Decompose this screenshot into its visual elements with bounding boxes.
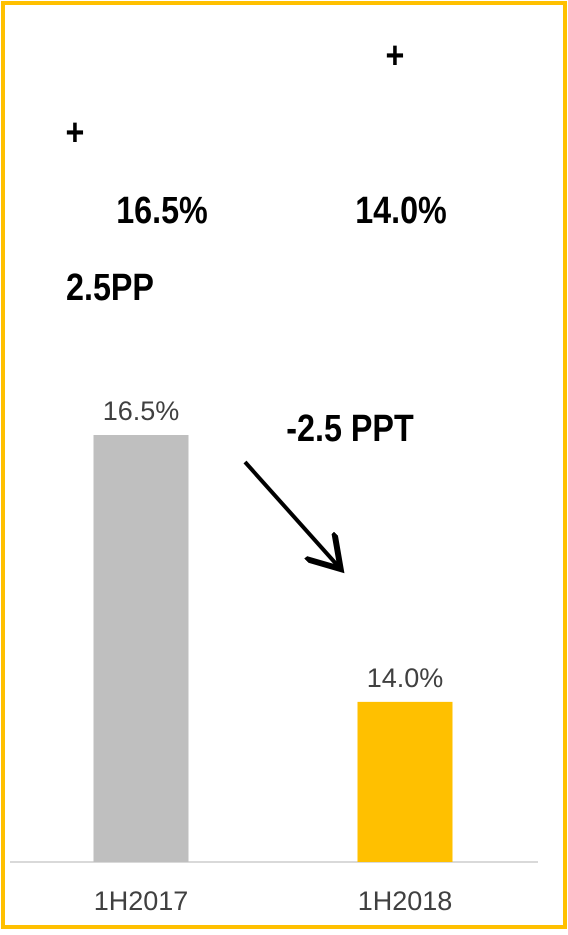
annotation: 14.0% [355,190,447,232]
annotation: 16.5% [116,190,208,232]
annotation: + [66,112,85,154]
x-tick-label: 1H2017 [94,886,189,916]
annotation: -2.5 PPT [286,408,414,450]
arrow [243,460,338,566]
data-label: 16.5% [103,396,180,426]
annotation: + [386,35,405,77]
bar [357,701,453,862]
bar [93,435,189,862]
x-tick-label: 1H2018 [358,886,453,916]
data-label: 14.0% [367,663,444,693]
annotation: 2.5PP [66,267,154,309]
